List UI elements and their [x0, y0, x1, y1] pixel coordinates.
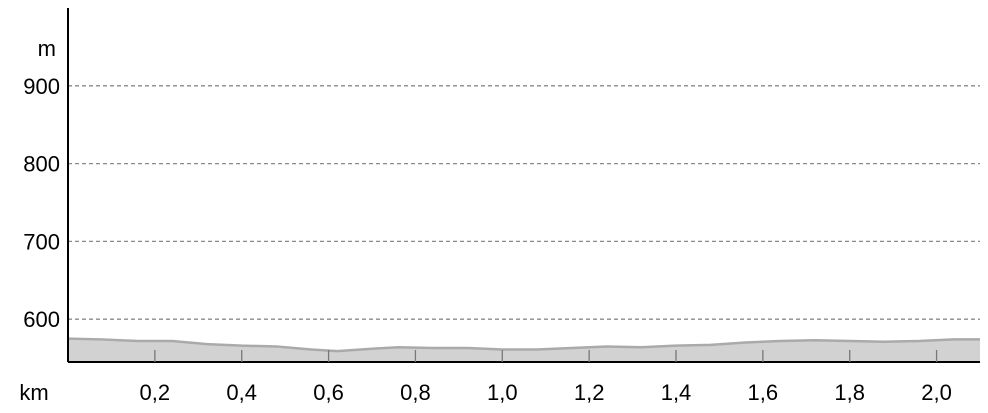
x-tick-label: 1,8: [834, 380, 865, 405]
x-tick-label: 0,8: [400, 380, 431, 405]
x-tick-label: 2,0: [921, 380, 952, 405]
y-tick-label-800: 800: [23, 152, 60, 177]
y-tick-label-900: 900: [23, 74, 60, 99]
axis-labels: m km 600 700 800 900 0,2 0,4 0,6 0,8 1,0 1,2 1,4 1,…: [19, 36, 952, 405]
x-tick-label: 0,2: [140, 380, 171, 405]
x-tick-label: 1,2: [574, 380, 605, 405]
x-tick-label: 1,6: [748, 380, 779, 405]
y-tick-label-700: 700: [23, 229, 60, 254]
elevation-series: [67, 337, 980, 362]
axes: [67, 8, 980, 363]
x-tick-label: 0,4: [226, 380, 257, 405]
x-tick-label: 1,0: [487, 380, 518, 405]
y-tick-label-600: 600: [23, 307, 60, 332]
x-axis-unit-label: km: [19, 380, 48, 405]
grid-lines: [68, 85, 980, 320]
elevation-line: [67, 337, 980, 353]
y-axis-unit-label: m: [38, 36, 56, 61]
x-tick-label: 1,4: [661, 380, 692, 405]
x-tick-label: 0,6: [313, 380, 344, 405]
x-ticks: [154, 350, 938, 362]
